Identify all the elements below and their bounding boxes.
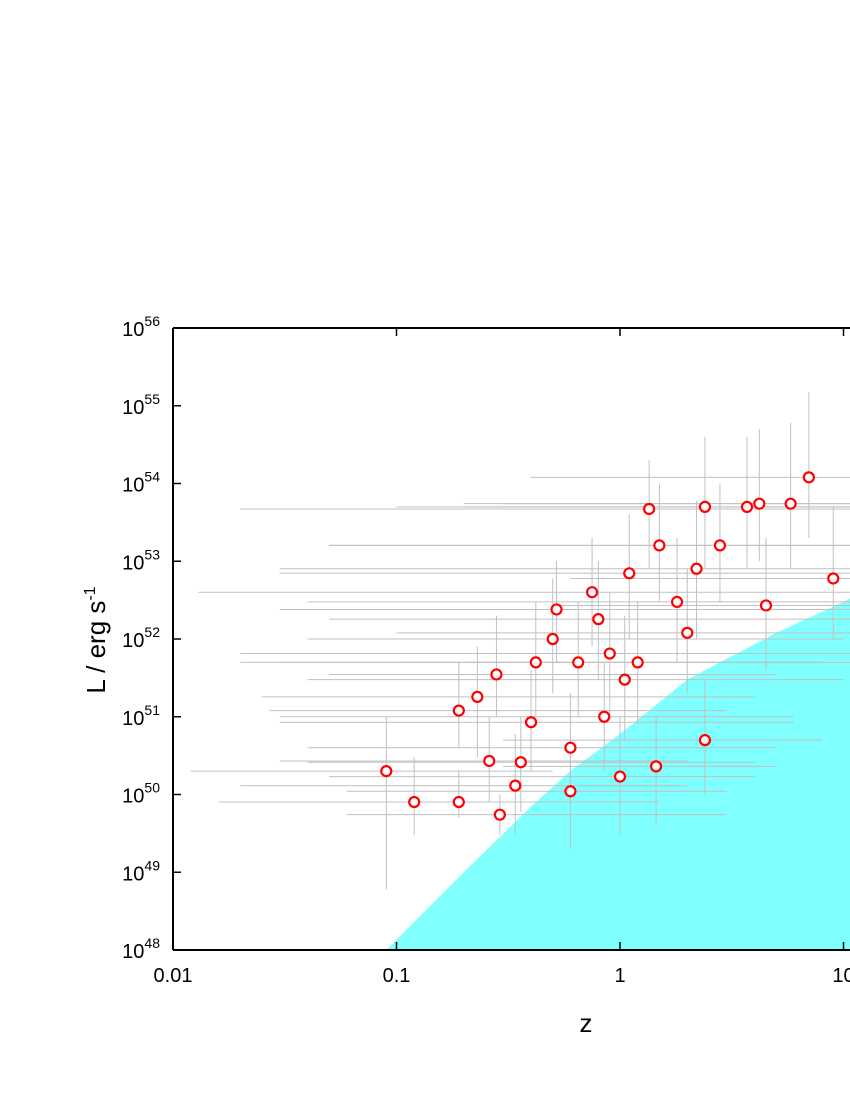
point <box>524 716 538 729</box>
y-axis-label-text: L / erg s <box>81 601 111 694</box>
point <box>493 808 506 821</box>
point <box>572 656 585 669</box>
point <box>827 572 840 585</box>
y-tick-power: 52 <box>144 624 160 640</box>
y-tick-base: 10 <box>122 319 144 341</box>
y-tick-base: 10 <box>122 708 144 730</box>
point <box>653 539 666 552</box>
y-tick-label: 1056 <box>122 313 160 341</box>
x-tick-label: 10 <box>832 965 850 987</box>
y-tick-power: 56 <box>144 313 160 329</box>
y-tick-power: 51 <box>144 702 160 718</box>
point <box>753 497 766 510</box>
y-tick-base: 10 <box>122 552 144 574</box>
y-tick-label: 1053 <box>122 546 160 574</box>
y-tick-base: 10 <box>122 941 144 963</box>
y-tick-power: 55 <box>144 391 160 407</box>
y-tick-power: 50 <box>144 780 160 796</box>
point <box>802 471 815 484</box>
point <box>649 760 663 773</box>
y-tick-power: 49 <box>144 857 160 873</box>
y-tick-label: 1049 <box>122 857 160 885</box>
point <box>452 704 465 717</box>
y-tick-base: 10 <box>122 475 144 497</box>
point <box>529 656 542 669</box>
point <box>592 613 605 626</box>
y-tick-base: 10 <box>122 397 144 419</box>
point <box>380 764 393 778</box>
point <box>698 734 712 747</box>
point <box>681 626 694 639</box>
point <box>509 779 522 792</box>
point <box>598 710 611 723</box>
point <box>483 754 496 768</box>
y-tick-power: 53 <box>144 546 160 562</box>
y-tick-power: 48 <box>144 935 160 951</box>
point <box>546 632 559 646</box>
y-tick-label: 1050 <box>122 780 160 808</box>
y-tick-label: 1052 <box>122 624 160 652</box>
y-tick-label: 1051 <box>122 702 160 730</box>
point <box>643 502 656 516</box>
x-tick-label: 0.1 <box>383 965 411 987</box>
point <box>408 795 421 809</box>
point <box>631 656 644 669</box>
point <box>618 673 631 686</box>
y-tick-base: 10 <box>122 630 144 652</box>
point <box>490 668 503 681</box>
y-tick-label: 1048 <box>122 935 160 963</box>
y-axis-label: L / erg s-1 <box>81 586 111 693</box>
point <box>514 756 527 769</box>
y-tick-base: 10 <box>122 786 144 808</box>
point <box>603 647 616 660</box>
x-axis-label: z <box>580 1008 593 1038</box>
y-tick-label: 1054 <box>122 469 160 497</box>
x-tick-label: 1 <box>614 965 625 987</box>
point <box>452 795 465 809</box>
point <box>613 770 627 783</box>
point <box>550 603 563 616</box>
point <box>585 586 599 599</box>
point <box>623 567 636 580</box>
point <box>564 741 577 754</box>
point <box>784 497 797 510</box>
point <box>564 785 577 798</box>
y-tick-power: 54 <box>144 469 160 485</box>
y-axis-label-exponent: -1 <box>82 586 99 600</box>
y-tick-label: 1055 <box>122 391 160 419</box>
x-tick-label: 0.01 <box>154 965 193 987</box>
y-tick-base: 10 <box>122 863 144 885</box>
point <box>713 539 727 552</box>
point <box>759 599 773 612</box>
point <box>740 500 754 514</box>
point <box>670 595 684 609</box>
point <box>471 690 484 704</box>
point <box>698 500 712 514</box>
point <box>690 562 703 575</box>
